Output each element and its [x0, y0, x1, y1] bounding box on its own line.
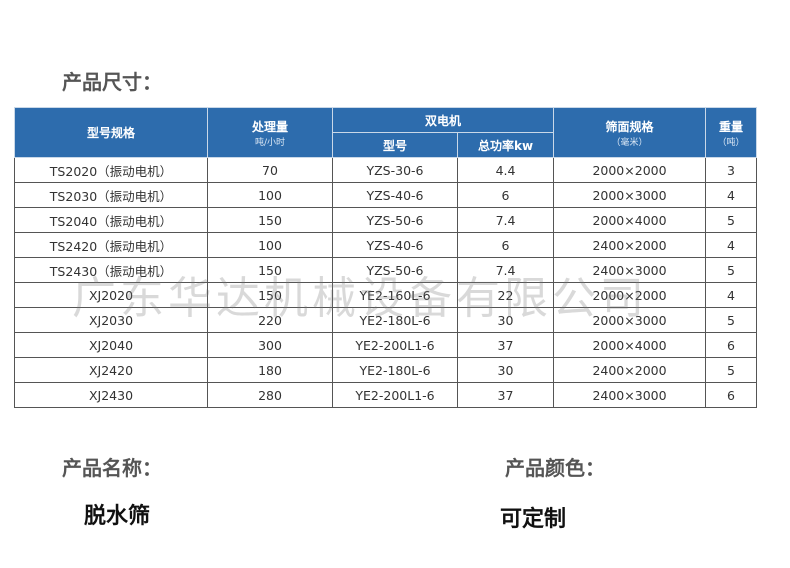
cell-capacity: 280 — [207, 382, 333, 408]
product-name: 脱水筛 — [84, 504, 151, 529]
cell-screen-size: 2000×3000 — [553, 182, 707, 208]
table-row: XJ2020 150 YE2-160L-6 22 2000×2000 4 — [14, 282, 758, 308]
cell-motor-power: 22 — [456, 282, 555, 308]
cell-screen-size: 2400×2000 — [553, 357, 707, 383]
cell-motor-model: YZS-30-6 — [332, 157, 458, 183]
header-motor: 双电机 — [331, 107, 555, 133]
cell-screen-size: 2000×4000 — [553, 332, 707, 358]
cell-motor-model: YE2-160L-6 — [332, 282, 458, 308]
header-weight-unit: （吨） — [717, 137, 745, 148]
cell-weight: 6 — [705, 332, 758, 358]
cell-weight: 5 — [705, 307, 758, 333]
cell-capacity: 70 — [207, 157, 333, 183]
cell-capacity: 100 — [207, 182, 333, 208]
header-screen: 筛面规格 （毫米） — [553, 107, 707, 158]
cell-screen-size: 2400×2000 — [553, 232, 707, 258]
cell-capacity: 150 — [207, 207, 333, 233]
header-weight: 重量 （吨） — [705, 107, 758, 158]
cell-model: TS2040（振动电机） — [14, 207, 208, 233]
cell-capacity: 100 — [207, 232, 333, 258]
header-screen-unit: （毫米） — [611, 137, 648, 148]
cell-screen-size: 2000×2000 — [553, 282, 707, 308]
cell-screen-size: 2000×4000 — [553, 207, 707, 233]
cell-screen-size: 2400×3000 — [553, 257, 707, 283]
spec-table: 型号规格 处理量吨/小时 双电机 筛面规格 （毫米） 重量 （吨） 型号 总功率kw… — [14, 107, 758, 408]
cell-capacity: 220 — [207, 307, 333, 333]
cell-model: TS2030（振动电机） — [14, 182, 208, 208]
cell-model: XJ2020 — [14, 282, 208, 308]
cell-weight: 4 — [705, 182, 758, 208]
color-section-title: 产品颜色： — [505, 456, 605, 480]
cell-motor-power: 30 — [456, 357, 555, 383]
cell-motor-power: 7.4 — [456, 207, 555, 233]
cell-motor-model: YE2-200L1-6 — [332, 382, 458, 408]
table-row: TS2020（振动电机） 70 YZS-30-6 4.4 2000×2000 3 — [14, 157, 758, 183]
cell-model: XJ2420 — [14, 357, 208, 383]
table-row: XJ2030 220 YE2-180L-6 30 2000×3000 5 — [14, 307, 758, 333]
cell-motor-power: 37 — [456, 332, 555, 358]
cell-motor-model: YE2-180L-6 — [332, 307, 458, 333]
cell-motor-power: 6 — [456, 182, 555, 208]
table-row: XJ2420 180 YE2-180L-6 30 2400×2000 5 — [14, 357, 758, 383]
cell-capacity: 150 — [207, 257, 333, 283]
cell-capacity: 180 — [207, 357, 333, 383]
cell-model: XJ2030 — [14, 307, 208, 333]
cell-motor-model: YE2-200L1-6 — [332, 332, 458, 358]
cell-screen-size: 2000×3000 — [553, 307, 707, 333]
cell-model: TS2020（振动电机） — [14, 157, 208, 183]
cell-capacity: 150 — [207, 282, 333, 308]
header-motor-power: 总功率kw — [456, 132, 555, 158]
header-weight-label: 重量 — [719, 119, 744, 134]
cell-weight: 5 — [705, 357, 758, 383]
cell-screen-size: 2000×2000 — [553, 157, 707, 183]
cell-motor-power: 7.4 — [456, 257, 555, 283]
cell-motor-power: 37 — [456, 382, 555, 408]
cell-capacity: 300 — [207, 332, 333, 358]
header-capacity-label: 处理量 — [251, 119, 288, 134]
cell-weight: 4 — [705, 232, 758, 258]
cell-motor-model: YZS-40-6 — [332, 182, 458, 208]
table-row: TS2430（振动电机） 150 YZS-50-6 7.4 2400×3000 5 — [14, 257, 758, 283]
cell-model: XJ2430 — [14, 382, 208, 408]
cell-weight: 5 — [705, 207, 758, 233]
header-screen-label: 筛面规格 — [605, 119, 654, 134]
table-row: XJ2040 300 YE2-200L1-6 37 2000×4000 6 — [14, 332, 758, 358]
cell-model: TS2420（振动电机） — [14, 232, 208, 258]
cell-motor-model: YZS-50-6 — [332, 257, 458, 283]
name-section-title: 产品名称： — [62, 456, 162, 480]
cell-weight: 6 — [705, 382, 758, 408]
cell-motor-model: YZS-50-6 — [332, 207, 458, 233]
size-section-title: 产品尺寸： — [62, 70, 162, 94]
cell-screen-size: 2400×3000 — [553, 382, 707, 408]
cell-weight: 3 — [705, 157, 758, 183]
cell-model: TS2430（振动电机） — [14, 257, 208, 283]
cell-motor-power: 6 — [456, 232, 555, 258]
table-row: TS2040（振动电机） 150 YZS-50-6 7.4 2000×4000 5 — [14, 207, 758, 233]
cell-motor-power: 30 — [456, 307, 555, 333]
table-row: TS2420（振动电机） 100 YZS-40-6 6 2400×2000 4 — [14, 232, 758, 258]
cell-model: XJ2040 — [14, 332, 208, 358]
cell-motor-power: 4.4 — [456, 157, 555, 183]
header-capacity: 处理量吨/小时 — [207, 107, 333, 158]
cell-motor-model: YE2-180L-6 — [332, 357, 458, 383]
header-capacity-unit: 吨/小时 — [254, 137, 286, 148]
table-row: TS2030（振动电机） 100 YZS-40-6 6 2000×3000 4 — [14, 182, 758, 208]
header-motor-model: 型号 — [332, 132, 458, 158]
header-model: 型号规格 — [14, 107, 208, 158]
cell-weight: 4 — [705, 282, 758, 308]
cell-weight: 5 — [705, 257, 758, 283]
product-color: 可定制 — [500, 507, 567, 532]
table-row: XJ2430 280 YE2-200L1-6 37 2400×3000 6 — [14, 382, 758, 408]
cell-motor-model: YZS-40-6 — [332, 232, 458, 258]
